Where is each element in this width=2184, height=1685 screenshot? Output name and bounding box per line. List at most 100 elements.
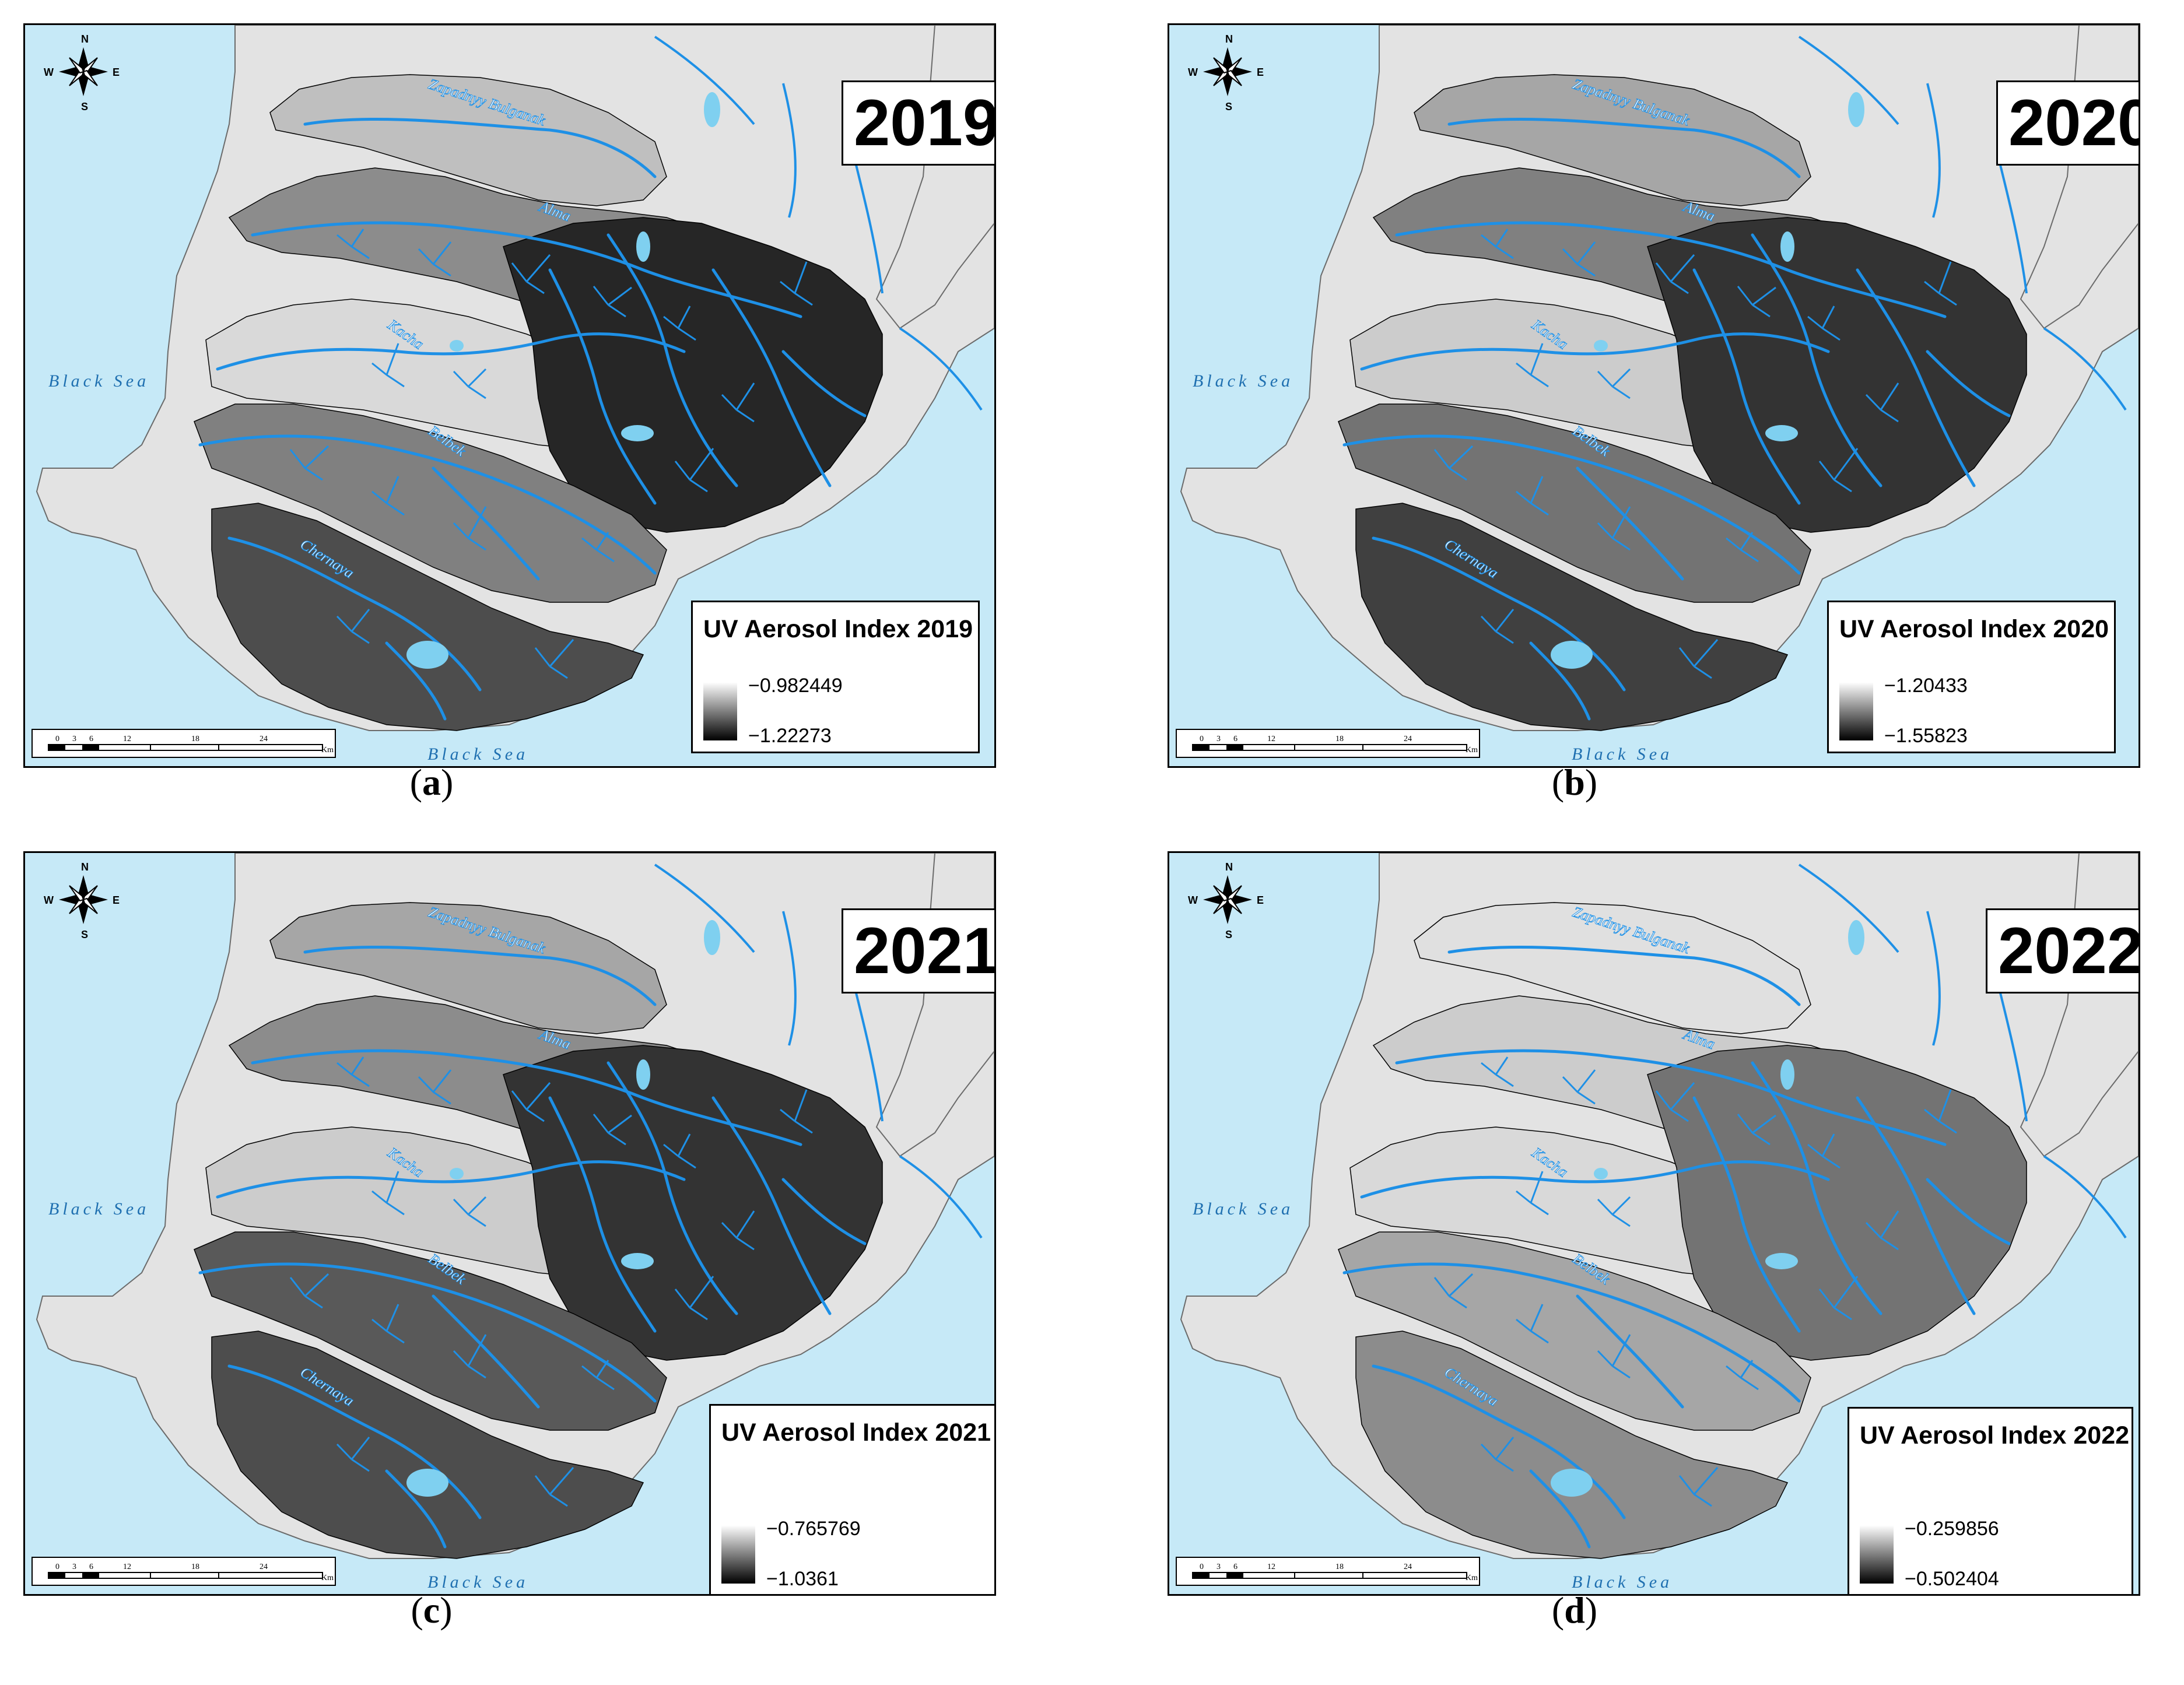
compass-rose-icon: N S E W (44, 861, 120, 940)
scale-tick: 18 (1335, 735, 1344, 743)
basin-bulganak (269, 74, 667, 206)
map-canvas: Black Sea Black Sea Zapadnyy Bulganak Al… (25, 25, 994, 766)
year-label: 2019 (842, 80, 994, 166)
scale-tick: 18 (1335, 1563, 1344, 1571)
sea-label-west: Black Sea (48, 371, 149, 391)
svg-text:N: N (81, 33, 89, 45)
basin-east (503, 217, 883, 533)
compass-rose-icon: N S E W (1188, 33, 1264, 113)
legend-max-value: −0.259856 (1905, 1518, 1999, 1540)
map-panel-a: Black Sea Black Sea Zapadnyy Bulganak Al… (23, 23, 996, 768)
svg-text:S: S (81, 101, 88, 113)
svg-text:W: W (1188, 66, 1198, 78)
legend-title: UV Aerosol Index 2019 (703, 615, 973, 643)
caption-b: (b) (1551, 761, 1598, 803)
legend-title: UV Aerosol Index 2022 (1860, 1421, 2130, 1449)
basin-bulganak (269, 902, 667, 1034)
scale-tick: 6 (89, 1563, 93, 1571)
legend: UV Aerosol Index 2020 −1.20433 −1.55823 (1827, 601, 2116, 753)
scale-tick: 24 (260, 735, 268, 743)
sea-label-south: Black Sea (1572, 745, 1673, 764)
scale-unit: Km (321, 1574, 334, 1582)
sea-label-south: Black Sea (1572, 1572, 1673, 1592)
caption-letter: b (1564, 761, 1585, 803)
scale-tick: 0 (1200, 735, 1204, 743)
svg-text:S: S (1225, 101, 1232, 113)
legend-color-ramp (1860, 1525, 1894, 1584)
year-label: 2022 (1986, 908, 2139, 994)
scale-tick: 3 (72, 735, 76, 743)
scale-tick: 18 (191, 1563, 199, 1571)
sea-label-west: Black Sea (1193, 1199, 1293, 1219)
legend-max-value: −1.20433 (1884, 675, 1968, 697)
legend-min-value: −1.0361 (766, 1568, 839, 1590)
legend-title: UV Aerosol Index 2020 (1839, 615, 2109, 643)
compass-rose-icon: N S E W (1188, 861, 1264, 940)
scale-tick: 6 (89, 735, 93, 743)
sea-label-south: Black Sea (427, 1572, 528, 1592)
scale-tick: 18 (191, 735, 199, 743)
svg-text:E: E (1257, 66, 1264, 78)
legend-min-value: −1.55823 (1884, 725, 1968, 747)
svg-text:W: W (44, 894, 54, 906)
scale-tick: 0 (55, 735, 59, 743)
sea-label-west: Black Sea (1193, 371, 1293, 391)
legend: UV Aerosol Index 2021 −0.765769 −1.0361 (709, 1404, 994, 1594)
svg-text:N: N (1225, 33, 1233, 45)
scale-unit: Km (321, 746, 334, 754)
scale-tick: 3 (1217, 1563, 1221, 1571)
svg-text:W: W (44, 66, 54, 78)
svg-text:S: S (81, 929, 88, 940)
map-panel-c: Black Sea Black Sea Zapadnyy Bulganak Al… (23, 851, 996, 1596)
svg-text:E: E (1257, 894, 1264, 906)
svg-text:E: E (113, 894, 120, 906)
scale-tick: 24 (260, 1563, 268, 1571)
legend: UV Aerosol Index 2019 −0.982449 −1.22273 (691, 601, 980, 753)
scale-tick: 12 (1267, 1563, 1275, 1571)
year-label: 2021 (842, 908, 994, 994)
legend-max-value: −0.982449 (748, 675, 843, 697)
legend-min-value: −0.502404 (1905, 1568, 1999, 1590)
sea-label-south: Black Sea (427, 745, 528, 764)
basin-belbek (194, 403, 667, 603)
basin-belbek (194, 1231, 667, 1431)
scale-bar (1176, 1557, 1480, 1586)
legend-min-value: −1.22273 (748, 725, 832, 747)
compass-rose-icon: N S E W (44, 33, 120, 113)
basin-east (1647, 1045, 2027, 1361)
legend-title: UV Aerosol Index 2021 (721, 1419, 991, 1447)
scale-tick: 12 (123, 1563, 131, 1571)
caption-letter: a (422, 761, 441, 803)
scale-tick: 0 (55, 1563, 59, 1571)
caption-c: (c) (411, 1589, 453, 1631)
legend: UV Aerosol Index 2022 −0.259856 −0.50240… (1848, 1407, 2133, 1594)
caption-a: (a) (409, 761, 454, 803)
basin-belbek (1338, 403, 1811, 603)
scale-tick: 24 (1404, 1563, 1412, 1571)
scale-bar (1176, 729, 1480, 758)
legend-color-ramp (703, 682, 737, 740)
caption-letter: d (1564, 1589, 1585, 1631)
map-panel-b: Black Sea Black Sea Zapadnyy Bulganak Al… (1168, 23, 2140, 768)
basin-chernaya (211, 503, 644, 731)
basin-east (1647, 217, 2027, 533)
basin-bulganak (1414, 74, 1811, 206)
scale-tick: 3 (1217, 735, 1221, 743)
scale-tick: 3 (72, 1563, 76, 1571)
legend-color-ramp (1839, 682, 1873, 740)
map-panel-d: Black Sea Black Sea Zapadnyy Bulganak Al… (1168, 851, 2140, 1596)
scale-unit: Km (1466, 746, 1478, 754)
basin-chernaya (1355, 503, 1789, 731)
scale-tick: 12 (123, 735, 131, 743)
basin-bulganak (1414, 902, 1811, 1034)
scale-bar (31, 729, 336, 758)
svg-text:E: E (113, 66, 120, 78)
caption-letter: c (423, 1589, 440, 1631)
scale-tick: 6 (1233, 1563, 1238, 1571)
svg-text:N: N (1225, 861, 1233, 873)
scale-tick: 0 (1200, 1563, 1204, 1571)
legend-max-value: −0.765769 (766, 1518, 861, 1540)
sea-label-west: Black Sea (48, 1199, 149, 1219)
basin-east (503, 1045, 883, 1361)
basin-belbek (1338, 1231, 1811, 1431)
